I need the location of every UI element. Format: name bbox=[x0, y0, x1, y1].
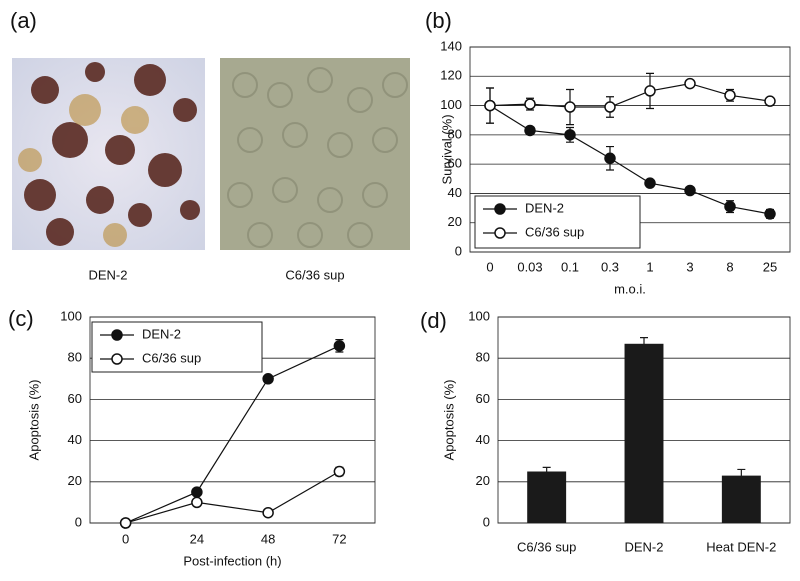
panel-label: (c) bbox=[8, 306, 34, 331]
panel-label: (d) bbox=[420, 308, 447, 333]
legend-label: DEN-2 bbox=[525, 200, 564, 215]
y-tick-label: 40 bbox=[476, 432, 490, 447]
series-line bbox=[125, 345, 340, 524]
y-tick-label: 100 bbox=[440, 97, 462, 112]
y-tick-label: 60 bbox=[68, 391, 82, 406]
x-tick-label: 24 bbox=[190, 531, 204, 546]
y-tick-label: 40 bbox=[68, 432, 82, 447]
y-tick-label: 40 bbox=[448, 185, 462, 200]
marker bbox=[684, 77, 696, 90]
marker bbox=[604, 152, 616, 165]
x-tick-label: 8 bbox=[726, 259, 733, 274]
panel-label: (b) bbox=[425, 8, 452, 33]
marker bbox=[191, 486, 203, 498]
y-tick-label: 80 bbox=[476, 350, 490, 365]
y-tick-label: 80 bbox=[448, 126, 462, 141]
y-tick-label: 60 bbox=[448, 156, 462, 171]
y-tick-label: 0 bbox=[75, 514, 82, 529]
x-tick-label: 0 bbox=[122, 531, 129, 546]
x-tick-label: 3 bbox=[686, 259, 693, 274]
y-axis-label: Survival (%) bbox=[439, 114, 454, 184]
y-tick-label: 100 bbox=[60, 308, 82, 323]
legend-label: C6/36 sup bbox=[525, 224, 584, 239]
y-tick-label: 20 bbox=[448, 214, 462, 229]
bar bbox=[721, 475, 761, 523]
x-axis-label: m.o.i. bbox=[614, 281, 646, 296]
marker bbox=[524, 124, 536, 137]
y-tick-label: 20 bbox=[68, 473, 82, 488]
y-axis-label: Apoptosis (%) bbox=[26, 380, 41, 461]
y-tick-label: 60 bbox=[476, 391, 490, 406]
y-tick-label: 20 bbox=[476, 473, 490, 488]
bar bbox=[527, 471, 567, 523]
series-line bbox=[489, 105, 771, 215]
marker bbox=[484, 99, 496, 112]
y-tick-label: 120 bbox=[440, 68, 462, 83]
marker bbox=[644, 85, 656, 97]
y-tick-label: 80 bbox=[68, 350, 82, 365]
image-caption: DEN-2 bbox=[88, 267, 127, 282]
series-line bbox=[489, 82, 771, 108]
legend-marker bbox=[494, 203, 506, 215]
y-tick-label: 140 bbox=[440, 38, 462, 53]
x-tick-label: 0.3 bbox=[601, 259, 619, 274]
x-tick-label: 0.1 bbox=[561, 259, 579, 274]
marker bbox=[524, 98, 536, 110]
marker bbox=[724, 89, 736, 102]
legend-marker bbox=[494, 227, 506, 239]
series-line bbox=[125, 470, 340, 524]
marker bbox=[564, 101, 576, 113]
error-bar bbox=[640, 337, 648, 351]
marker bbox=[644, 177, 656, 189]
error-bar bbox=[737, 468, 746, 483]
marker bbox=[333, 465, 346, 478]
x-tick-label: 0.03 bbox=[517, 259, 542, 274]
marker bbox=[262, 506, 274, 519]
marker bbox=[764, 208, 776, 220]
x-tick-label: 48 bbox=[261, 531, 275, 546]
micrograph-c636 bbox=[220, 58, 410, 250]
x-axis-label: Post-infection (h) bbox=[183, 553, 281, 568]
x-tick-label: C6/36 sup bbox=[517, 539, 576, 554]
marker bbox=[564, 129, 576, 141]
error-bar bbox=[542, 466, 551, 477]
panel-label: (a) bbox=[10, 8, 37, 33]
legend-marker bbox=[111, 329, 123, 341]
x-tick-label: 1 bbox=[646, 259, 653, 274]
y-tick-label: 0 bbox=[455, 243, 462, 258]
marker bbox=[191, 496, 203, 509]
x-tick-label: 0 bbox=[486, 259, 493, 274]
legend-label: C6/36 sup bbox=[142, 350, 201, 365]
legend-marker bbox=[111, 353, 123, 365]
marker bbox=[119, 517, 132, 529]
image-caption: C6/36 sup bbox=[285, 267, 344, 282]
legend-label: DEN-2 bbox=[142, 326, 181, 341]
x-tick-label: 72 bbox=[332, 531, 346, 546]
x-tick-label: 25 bbox=[763, 259, 777, 274]
y-tick-label: 0 bbox=[483, 514, 490, 529]
marker bbox=[764, 95, 776, 107]
x-tick-label: DEN-2 bbox=[624, 539, 663, 554]
marker bbox=[684, 184, 696, 197]
micrograph-den2 bbox=[12, 58, 205, 250]
marker bbox=[333, 340, 346, 352]
bar bbox=[624, 343, 664, 523]
y-axis-label: Apoptosis (%) bbox=[441, 380, 456, 461]
y-tick-label: 100 bbox=[468, 308, 490, 323]
marker bbox=[604, 101, 616, 113]
x-tick-label: Heat DEN-2 bbox=[706, 539, 776, 554]
marker bbox=[262, 373, 274, 385]
marker bbox=[724, 200, 736, 213]
